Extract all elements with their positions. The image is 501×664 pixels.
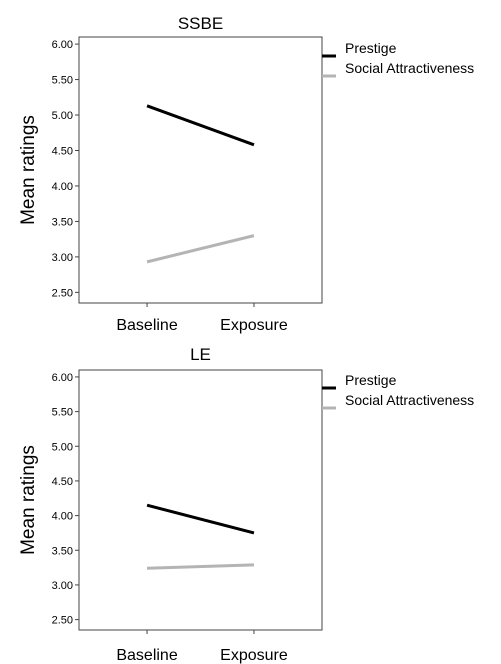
y-tick-label: 3.50 (52, 216, 73, 228)
y-tick-label: 4.00 (52, 181, 73, 193)
chart-title: SSBE (178, 14, 223, 33)
y-tick-label: 3.00 (52, 580, 73, 592)
x-tick-label: Exposure (220, 317, 288, 334)
legend-label: Social Attractiveness (345, 392, 474, 408)
legend-label: Social Attractiveness (345, 60, 474, 76)
y-tick-label: 2.50 (52, 615, 73, 627)
x-tick-label: Exposure (220, 647, 288, 664)
series-line-social-attractiveness (146, 563, 255, 570)
series-line-social-attractiveness (146, 234, 255, 264)
y-tick-label: 4.50 (52, 145, 73, 157)
y-tick-label: 3.00 (52, 252, 73, 264)
series-line-prestige (146, 104, 255, 147)
plot-frame (78, 369, 323, 631)
y-tick-label: 6.00 (52, 372, 73, 384)
y-tick-label: 2.50 (52, 287, 73, 299)
x-tick-label: Baseline (116, 647, 177, 664)
legend-label: Prestige (345, 40, 397, 56)
y-tick-label: 5.00 (52, 110, 73, 122)
y-tick-label: 5.50 (52, 75, 73, 87)
y-axis-label: Mean ratings (18, 115, 39, 225)
y-tick-label: 5.00 (52, 441, 73, 453)
series-line-prestige (146, 503, 255, 535)
y-tick-label: 4.00 (52, 511, 73, 523)
y-axis-label: Mean ratings (18, 445, 39, 555)
x-tick-label: Baseline (116, 317, 177, 334)
legend-label: Prestige (345, 372, 397, 388)
y-tick-label: 4.50 (52, 476, 73, 488)
plot-frame (78, 36, 323, 304)
y-tick-label: 3.50 (52, 545, 73, 557)
y-tick-label: 6.00 (52, 39, 73, 51)
y-tick-label: 5.50 (52, 407, 73, 419)
chart-title: LE (190, 345, 211, 364)
